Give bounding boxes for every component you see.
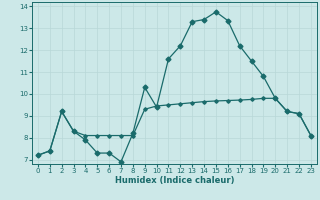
X-axis label: Humidex (Indice chaleur): Humidex (Indice chaleur) [115,176,234,185]
